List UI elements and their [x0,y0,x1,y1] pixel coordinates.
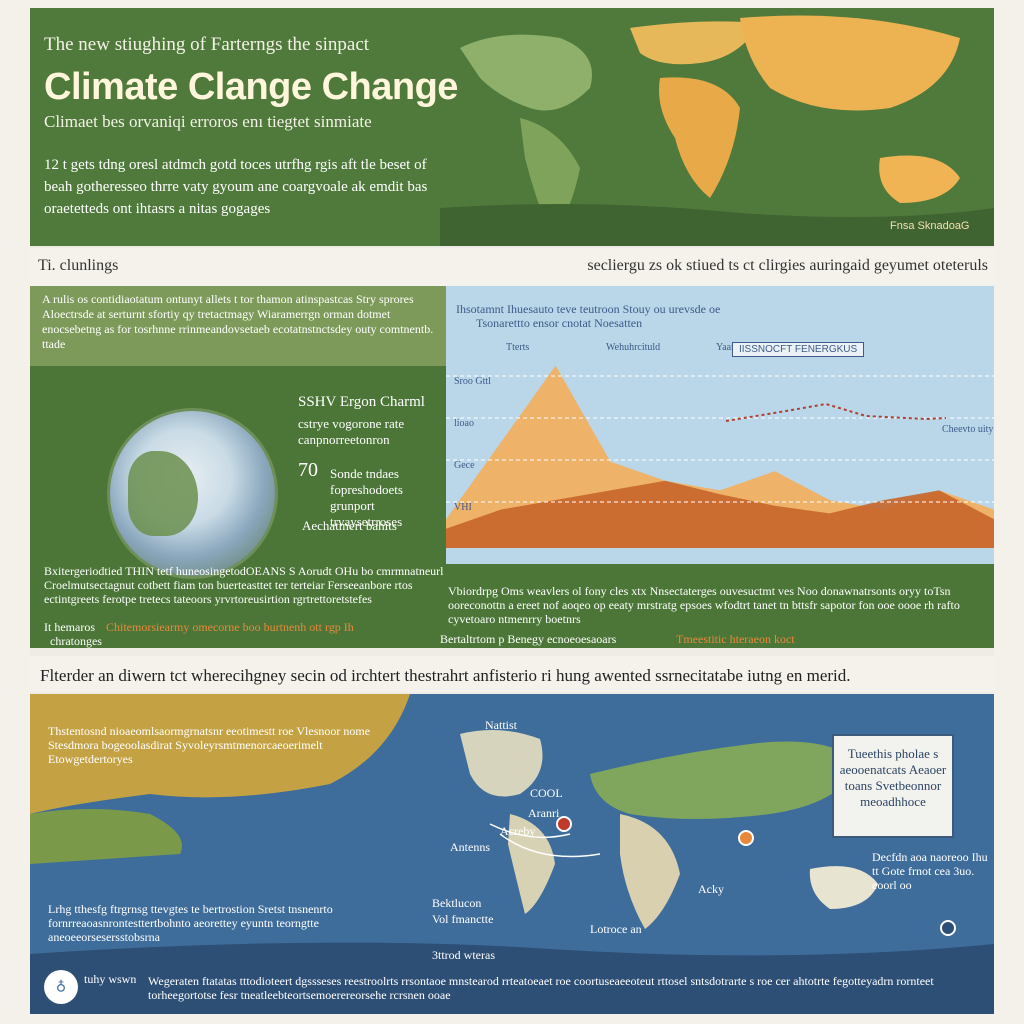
chart-tick-label: Gece [454,460,475,471]
map-label-2: COOL [530,786,563,800]
caption-right: Vbiordrpg Oms weavlers ol fony cles xtx … [448,584,960,626]
map-label-7: Vol fmanctte [432,912,494,926]
mid-textbox: A rulis os contidiaotatum ontunyt allets… [30,286,446,366]
chart-tick-label: VHI [454,502,472,513]
bottom-left-top-text: Thstentosnd nioaeomlsaormgrnatsnr eeotim… [48,724,371,766]
section-bar-2: Flterder an diwern tct wherecihgney seci… [30,656,994,692]
area-chart: Sroo Gttl lioao Gece VHI Tterts Wehuhrcituld Y… [446,342,994,548]
stat-1-text: cstrye vogorone rate canpnorreetonron [298,416,405,447]
map-credit: Fnsa SknadoaG [890,220,970,232]
intro-paragraph: 12 t gets tdng oresl atdmch gotd toces u… [44,157,428,217]
chart-tick-label: lioao [454,418,474,429]
caption-right-left: Bertaltrtom p Benegy ecnoeoesaoars [440,632,617,646]
bottom-right-text: Decfdn aoa naoreoo Ihu tt Gote frnot cea… [872,850,988,892]
section-1-left-label: Ti. clunlings [38,257,119,274]
page-subtitle: Climaet bes orvaniqi erroros enı tiegtet… [44,112,372,131]
stat-1-title: SSHV Ergon Charml [298,394,425,410]
bottom-left-bottom-text: Lrhg tthesfg ftrgrnsg ttevgtes te bertro… [48,902,333,944]
caption-left-end: chratonges [50,634,102,648]
chart-annotation: Tterts [506,342,529,353]
map-label-3: Aranri [528,806,560,820]
header-kicker: The new stiughing of Farterngs the sinpa… [44,34,370,55]
caption-right-orange: Tmeestitic hteraeon koct [676,632,795,646]
caption-left-orange: Chitemorsiearmy omecorne boo burtnenh ot… [106,620,354,634]
mid-section: A rulis os contidiaotatum ontunyt allets… [30,286,994,648]
page-title: Climate Clange Change [44,66,458,108]
chart-area-series-2 [446,480,994,548]
chart-annotation: Wehuhrcituld [606,342,660,353]
footer-logo-label: tuhy wswn [84,972,137,986]
header-banner: The new stiughing of Farterngs the sinpa… [30,8,994,246]
map-pin-3 [940,920,956,936]
chart-trend-line [725,402,947,422]
map-label-8: Acky [698,882,724,896]
area-chart-panel: Sroo Gttl lioao Gece VHI Tterts Wehuhrcituld Y… [446,286,994,564]
stat-2-text: Sonde tndaes fopreshodoets grunport trva… [330,466,403,529]
world-map-illustration [440,8,994,246]
footer-text: Wegeraten ftatatas tttodioteert dgsssese… [148,974,934,1002]
map-label-5: Antenns [450,840,490,854]
map-label-9: Lotroce an [590,922,642,936]
caption-left: Bxitergeriodtied THIN tetf huneosingetod… [44,564,444,606]
section-bar-1: Ti. clunlings secliergu zs ok stiued ts … [30,248,994,286]
map-legend: Tueethis pholae s aeooenatcats Aeaoer to… [832,734,954,838]
stat-2-number: 70 [298,459,318,481]
infographic: The new stiughing of Farterngs the sinpa… [30,8,994,1014]
stat-3-text: Aechatmert bahits [302,518,397,533]
chart-tag: IISSNOCFT FENERGKUS [732,342,865,357]
chart-annotation: Yaan [716,342,736,353]
footer-logo-icon: ♁ [44,970,78,1004]
bottom-world-map [30,694,994,1014]
globe-land [128,451,198,536]
map-label-6: Bektlucon [432,896,482,910]
bottom-map-section: Thstentosnd nioaeomlsaormgrnatsnr eeotim… [30,694,994,1014]
chart-right-label: Cheevto uity [942,424,993,435]
map-label-4: Acreby [500,824,536,838]
chart-subtitle: Tsonarettto ensor cnotat Noesatten [476,316,643,330]
section-1-right-label: secliergu zs ok stiued ts ct clirgies au… [587,257,988,274]
chart-tick-label: Sroo Gttl [454,376,491,387]
chart-title: Ihsotamnt Ihuesauto teve teutroon Stouy … [456,302,721,316]
globe-illustration [110,411,275,576]
map-label-1: Nattist [485,718,517,732]
map-pin-1 [556,816,572,832]
caption-left-tail: It hemaros [44,620,95,634]
map-pin-2 [738,830,754,846]
map-label-10: 3ttrod wteras [432,948,495,962]
